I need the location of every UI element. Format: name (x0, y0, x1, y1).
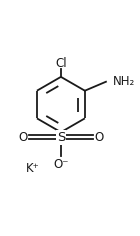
Text: S: S (57, 131, 65, 143)
Text: K⁺: K⁺ (26, 162, 40, 175)
Text: O: O (18, 131, 27, 143)
Text: O: O (94, 131, 104, 143)
Text: Cl: Cl (55, 57, 67, 70)
Text: NH₂: NH₂ (112, 75, 135, 88)
Text: O⁻: O⁻ (53, 158, 69, 171)
